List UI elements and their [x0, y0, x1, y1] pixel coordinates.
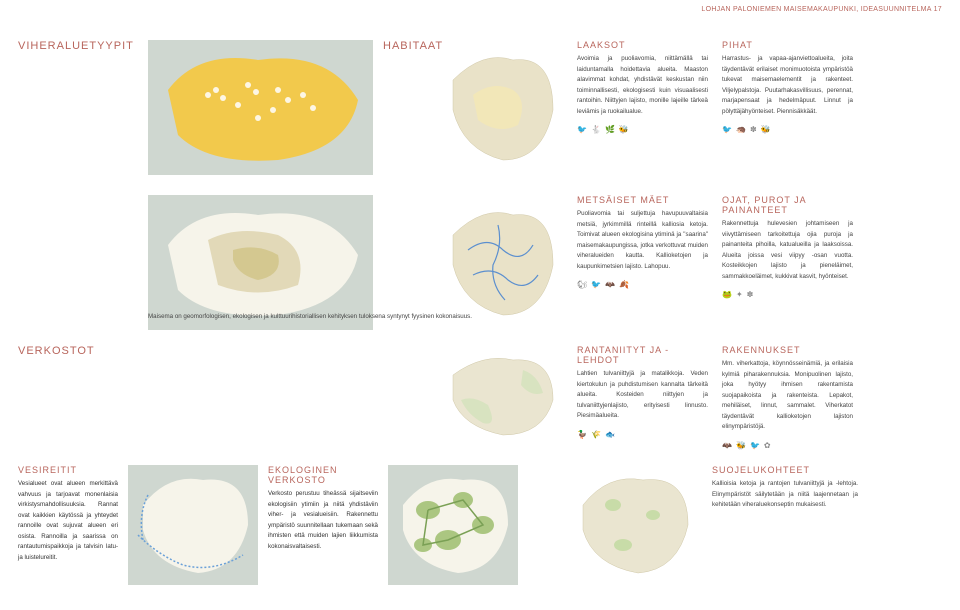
leaf-icon: 🍂 — [619, 280, 629, 289]
suoj-body: Kallioisia ketoja ja rantojen tulvaniitt… — [712, 479, 858, 511]
vesi-col: VESIREITIT Vesialueet ovat alueen merkit… — [18, 465, 118, 595]
verkostot-title: VERKOSTOT — [18, 345, 138, 357]
spacer-map — [148, 345, 373, 445]
suoj-heading: SUOJELUKOHTEET — [712, 465, 858, 475]
plant-icon: 🌿 — [605, 125, 615, 134]
map-viheraluetyypit — [148, 40, 373, 175]
pihat-body: Harrastus- ja vapaa-ajanviettoalueita, j… — [722, 54, 853, 117]
vesi-heading: VESIREITIT — [18, 465, 118, 475]
verkostot-title-col: VERKOSTOT — [18, 345, 138, 455]
gap — [383, 345, 433, 455]
hedgehog-icon: 🦔 — [736, 125, 746, 134]
eko-col: EKOLOGINEN VERKOSTO Verkosto perustuu ti… — [268, 465, 378, 595]
rak-icons: 🦇 🐝 🐦 ✿ — [722, 441, 853, 450]
row-4: VESIREITIT Vesialueet ovat alueen merkit… — [18, 465, 942, 595]
pihat-icons: 🐦 🦔 ✽ 🐝 — [722, 125, 853, 134]
bird-icon: 🐦 — [591, 280, 601, 289]
section-title-col: VIHERALUETYYPIT — [18, 40, 138, 185]
bee-icon: 🐝 — [736, 441, 746, 450]
vesi-body: Vesialueet ovat alueen merkittävä vahvuu… — [18, 479, 118, 563]
map-ekologinen — [388, 465, 518, 585]
flower-icon: ✽ — [747, 290, 754, 299]
rabbit-icon: 🐇 — [591, 125, 601, 134]
section-title: VIHERALUETYYPIT — [18, 40, 138, 52]
ranta-icons: 🦆 🌾 🐟 — [577, 430, 708, 439]
map-suojelu — [568, 465, 698, 585]
gap: HABITAATIT — [383, 40, 433, 185]
mets-body: Puoliavomia tai suljettuja havupuuvaltai… — [577, 209, 708, 272]
mets-icons: 🐿 🐦 🦇 🍂 — [577, 280, 708, 289]
bird-icon: 🐦 — [750, 441, 760, 450]
eko-body: Verkosto perustuu tiheässä sijaitseviin … — [268, 489, 378, 552]
mets-text: METSÄISET MÄET Puoliavomia tai suljettuj… — [573, 195, 708, 335]
page-header: LOHJAN PALONIEMEN MAISEMAKAUPUNKI, IDEAS… — [701, 6, 942, 13]
bee-icon: 🐝 — [619, 125, 629, 134]
ojat-heading: OJAT, PUROT JA PAINANTEET — [722, 195, 853, 215]
dragonfly-icon: ✦ — [736, 290, 743, 299]
ojat-text: OJAT, PUROT JA PAINANTEET Rakennettuja h… — [718, 195, 853, 335]
ranta-heading: RANTANIITYT JA -LEHDOT — [577, 345, 708, 365]
fish-icon: 🐟 — [605, 430, 615, 439]
spacer — [18, 195, 138, 335]
eko-heading: EKOLOGINEN VERKOSTO — [268, 465, 378, 485]
bee-icon: 🐝 — [761, 125, 771, 134]
bat-icon: 🦇 — [722, 441, 732, 450]
ranta-body: Lahtien tulvaniittyjä ja matalikkoja. Ve… — [577, 369, 708, 422]
suoj-text: SUOJELUKOHTEET Kallioisia ketoja ja rant… — [708, 465, 858, 595]
reed-icon: 🌾 — [591, 430, 601, 439]
mets-heading: METSÄISET MÄET — [577, 195, 708, 205]
map-geomorf — [148, 195, 373, 330]
ranta-text: RANTANIITYT JA -LEHDOT Lahtien tulvaniit… — [573, 345, 708, 455]
row-3: VERKOSTOT RANTANIITYT JA -LEHDOT Lahtien… — [18, 345, 942, 455]
rak-heading: RAKENNUKSET — [722, 345, 853, 355]
laaksot-heading: LAAKSOT — [577, 40, 708, 50]
laaksot-body: Avoimia ja puoliavomia, niittämällä tai … — [577, 54, 708, 117]
rak-body: Mm. viherkattoja, köynnösseinämiä, ja er… — [722, 359, 853, 433]
pihat-text: PIHAT Harrastus- ja vapaa-ajanviettoalue… — [718, 40, 853, 185]
frog-icon: 🐸 — [722, 290, 732, 299]
map-metsaiset — [443, 195, 563, 330]
squirrel-icon: 🐿 — [577, 280, 587, 289]
pihat-heading: PIHAT — [722, 40, 853, 50]
map-rantaniityt — [443, 345, 563, 445]
rak-text: RAKENNUKSET Mm. viherkattoja, köynnössei… — [718, 345, 853, 455]
bird-icon: 🐦 — [577, 125, 587, 134]
map-vesireitit — [128, 465, 258, 585]
row-1: VIHERALUETYYPIT HABITAATIT LAAKSOT Avoim… — [18, 40, 942, 185]
map-laaksot — [443, 40, 563, 175]
moss-icon: ✿ — [764, 441, 771, 450]
laaksot-text: LAAKSOT Avoimia ja puoliavomia, niittämä… — [573, 40, 708, 185]
geomorf-caption: Maisema on geomorfologisen, ekologisen j… — [148, 312, 493, 323]
habitaatit-title: HABITAATIT — [383, 40, 433, 52]
bird-icon: 🐦 — [722, 125, 732, 134]
ojat-body: Rakennettuja hulevesien johtamiseen ja v… — [722, 219, 853, 282]
bat-icon: 🦇 — [605, 280, 615, 289]
laaksot-icons: 🐦 🐇 🌿 🐝 — [577, 125, 708, 134]
flower-icon: ✽ — [750, 125, 757, 134]
bird-icon: 🦆 — [577, 430, 587, 439]
ojat-icons: 🐸 ✦ ✽ — [722, 290, 853, 299]
